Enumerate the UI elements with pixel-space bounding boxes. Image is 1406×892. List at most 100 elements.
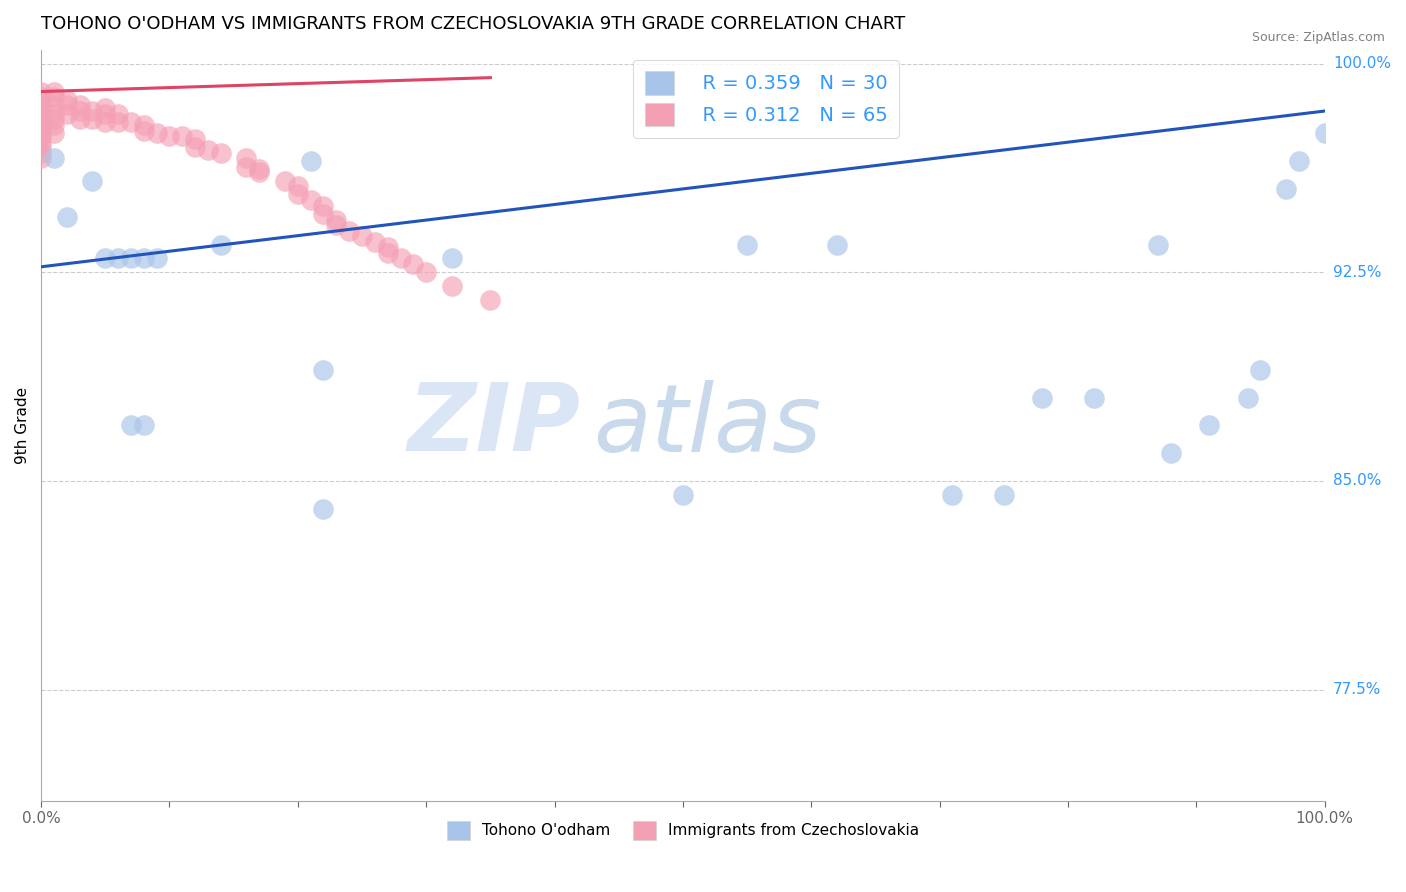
Point (247, 162, 270, 177)
Point (30, 90, 52, 104)
Legend: Tohono O'odham, Immigrants from Czechoslovakia: Tohono O'odham, Immigrants from Czechosl… (440, 815, 925, 846)
Point (350, 229, 373, 244)
Point (132, 123, 155, 137)
Point (235, 151, 257, 165)
Point (82, 112, 104, 127)
Point (30, 140, 52, 154)
Y-axis label: 9th Grade: 9th Grade (15, 387, 30, 464)
Point (145, 126, 167, 140)
Text: 85.0%: 85.0% (1333, 474, 1381, 489)
Point (30, 101, 52, 115)
Point (55, 210, 77, 224)
Point (1275, 182, 1298, 196)
Point (42, 85, 65, 99)
Point (120, 252, 142, 266)
Point (287, 179, 309, 194)
Point (209, 145, 232, 160)
Point (107, 252, 129, 266)
Point (440, 252, 463, 266)
Point (299, 154, 322, 169)
Point (107, 115, 129, 129)
Text: 77.5%: 77.5% (1333, 682, 1381, 698)
Point (172, 129, 194, 144)
Point (30, 95, 52, 110)
Point (69, 103, 91, 118)
Point (672, 488, 695, 502)
Point (389, 252, 412, 266)
Point (1250, 362, 1272, 376)
Point (377, 240, 399, 254)
Point (132, 418, 155, 433)
Point (312, 501, 335, 516)
Point (1083, 391, 1105, 405)
Point (42, 98, 65, 112)
Point (30, 107, 52, 121)
Point (1288, 154, 1310, 169)
Point (825, 237, 848, 252)
Text: Source: ZipAtlas.com: Source: ZipAtlas.com (1251, 31, 1385, 45)
Point (94, 101, 117, 115)
Point (30, 112, 52, 127)
Point (993, 488, 1015, 502)
Point (402, 257, 425, 271)
Point (94, 115, 117, 129)
Point (69, 98, 91, 112)
Point (1031, 391, 1053, 405)
Point (30, 85, 52, 99)
Point (415, 265, 437, 279)
Point (82, 173, 104, 187)
Point (55, 98, 77, 112)
Point (1146, 237, 1168, 252)
Point (184, 132, 207, 146)
Point (30, 135, 52, 149)
Point (941, 488, 963, 502)
Point (30, 129, 52, 144)
Point (235, 160, 257, 174)
Point (42, 126, 65, 140)
Point (42, 151, 65, 165)
Point (274, 173, 297, 187)
Point (132, 252, 155, 266)
Point (184, 140, 207, 154)
Point (287, 187, 309, 202)
Point (197, 143, 219, 157)
Text: ZIP: ZIP (408, 379, 581, 471)
Point (30, 145, 52, 160)
Point (1236, 391, 1258, 405)
Point (69, 112, 91, 127)
Point (479, 293, 502, 308)
Text: TOHONO O'ODHAM VS IMMIGRANTS FROM CZECHOSLOVAKIA 9TH GRADE CORRELATION CHART: TOHONO O'ODHAM VS IMMIGRANTS FROM CZECHO… (41, 15, 905, 33)
Point (247, 165, 270, 179)
Point (94, 107, 117, 121)
Point (30, 123, 52, 137)
Point (42, 90, 65, 104)
Point (120, 418, 142, 433)
Text: atlas: atlas (593, 380, 821, 471)
Point (440, 279, 463, 293)
Point (364, 235, 387, 249)
Point (30, 118, 52, 132)
Point (42, 118, 65, 132)
Point (30, 151, 52, 165)
Point (209, 237, 232, 252)
Point (55, 93, 77, 107)
Point (299, 193, 322, 207)
Point (82, 103, 104, 118)
Point (312, 198, 335, 212)
Point (735, 237, 758, 252)
Point (1198, 418, 1220, 433)
Point (120, 115, 142, 129)
Point (94, 252, 117, 266)
Point (337, 224, 360, 238)
Point (159, 129, 181, 144)
Point (312, 207, 335, 221)
Point (42, 112, 65, 127)
Text: 92.5%: 92.5% (1333, 265, 1382, 280)
Point (325, 212, 347, 227)
Point (107, 107, 129, 121)
Text: 100.0%: 100.0% (1333, 56, 1391, 71)
Point (55, 107, 77, 121)
Point (1313, 126, 1336, 140)
Point (42, 107, 65, 121)
Point (377, 246, 399, 260)
